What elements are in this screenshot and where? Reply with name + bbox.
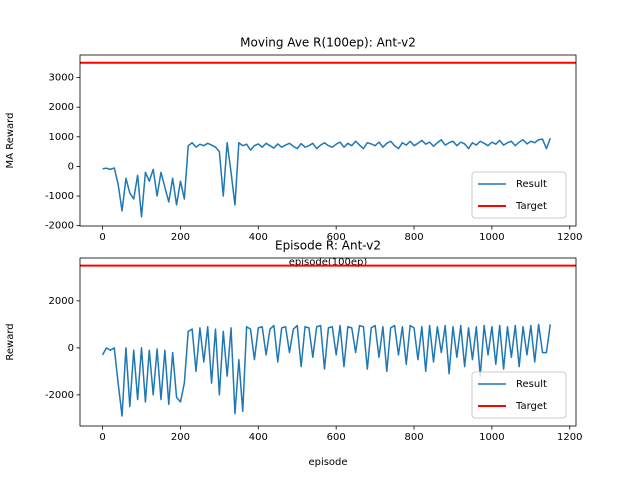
legend-label: Result	[516, 179, 547, 190]
y-tick-label: 0	[68, 161, 74, 172]
y-tick-label: 2000	[49, 296, 74, 307]
x-tick-label: 0	[99, 432, 105, 443]
x-tick-label: 800	[404, 232, 423, 243]
x-axis-label: episode	[308, 457, 347, 468]
x-tick-label: 800	[404, 432, 423, 443]
y-tick-label: -2000	[45, 390, 74, 401]
legend: Result Target	[471, 371, 567, 419]
legend-label: Target	[515, 201, 547, 212]
x-axis-label: episode(100ep)	[289, 257, 368, 268]
x-tick-label: 600	[327, 432, 346, 443]
x-tick-label: 0	[99, 232, 105, 243]
legend-label: Result	[516, 379, 547, 390]
y-tick-label: 1000	[49, 132, 74, 143]
x-tick-label: 1200	[557, 432, 582, 443]
y-tick-label: -2000	[45, 221, 74, 232]
y-tick-label: -1000	[45, 191, 74, 202]
y-tick-label: 3000	[49, 73, 74, 84]
x-tick-label: 600	[327, 232, 346, 243]
x-tick-label: 200	[171, 232, 190, 243]
legend: Result Target	[471, 171, 567, 219]
x-tick-label: 400	[249, 432, 268, 443]
x-tick-label: 200	[171, 432, 190, 443]
chart-title: Episode R: Ant-v2	[275, 239, 381, 253]
y-axis-label: Reward	[5, 323, 16, 360]
y-axis-label: MA Reward	[5, 113, 16, 169]
axes-frame	[79, 54, 577, 227]
chart-title: Moving Ave R(100ep): Ant-v2	[240, 36, 416, 50]
y-tick-label: 2000	[49, 102, 74, 113]
result-line	[102, 138, 552, 218]
result-line	[101, 323, 552, 417]
axes-frame	[79, 257, 577, 427]
x-tick-label: 1200	[557, 232, 582, 243]
x-tick-label: 1000	[479, 432, 504, 443]
x-tick-label: 400	[249, 232, 268, 243]
legend-label: Target	[515, 401, 547, 412]
x-tick-label: 1000	[479, 232, 504, 243]
y-tick-label: 0	[68, 343, 74, 354]
